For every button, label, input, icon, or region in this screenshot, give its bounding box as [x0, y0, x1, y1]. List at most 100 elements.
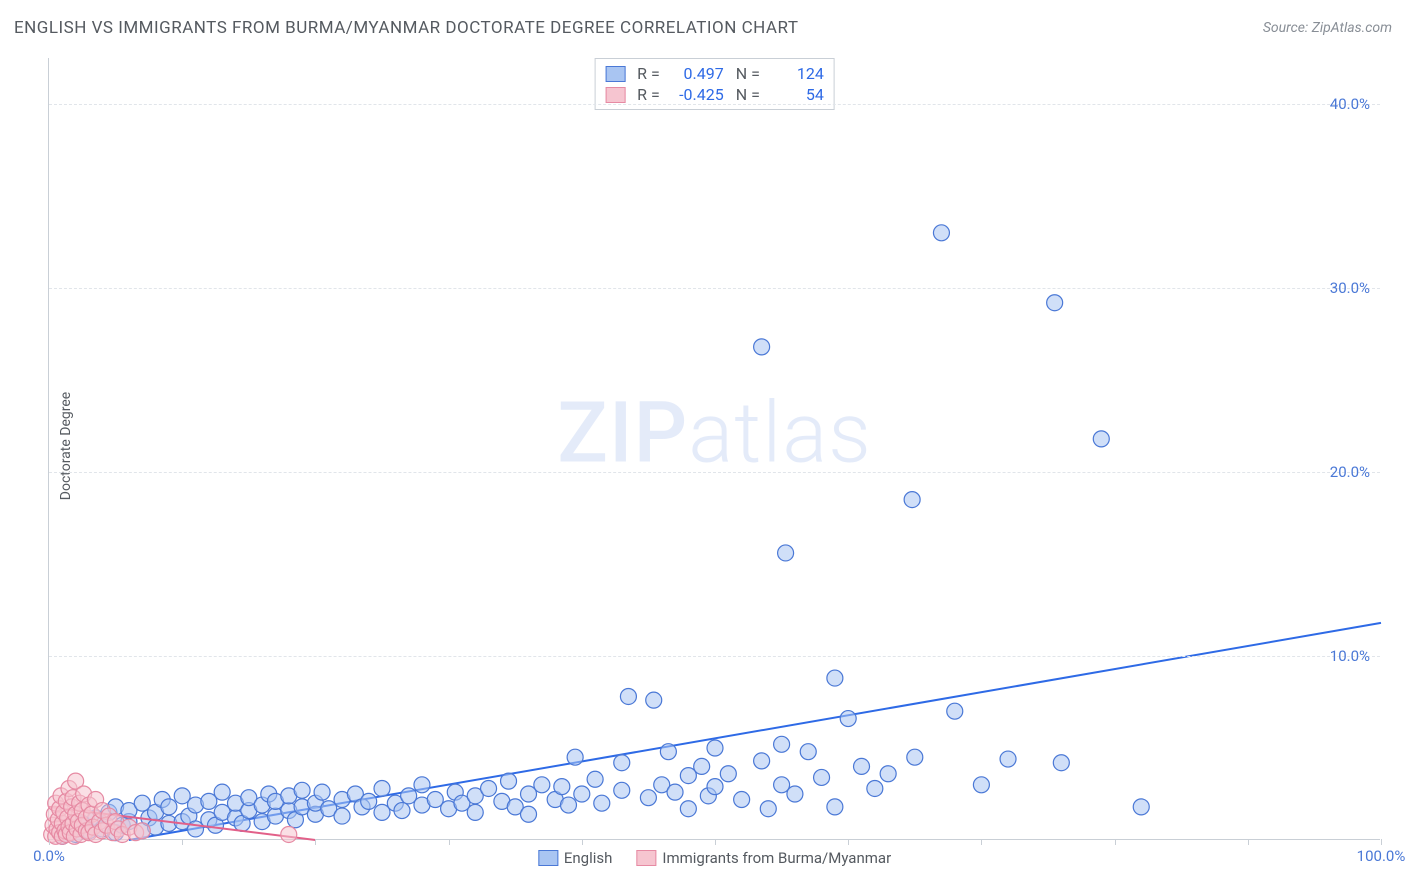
legend-swatch — [605, 66, 625, 82]
data-point — [314, 784, 330, 800]
gridline — [49, 288, 1380, 289]
x-tick — [449, 839, 450, 845]
stats-row: R = -0.425 N = 54 — [605, 84, 824, 105]
data-point — [680, 801, 696, 817]
r-value: 0.497 — [668, 64, 724, 83]
data-point — [1047, 295, 1063, 311]
r-value: -0.425 — [668, 85, 724, 104]
data-point — [614, 782, 630, 798]
data-point — [587, 771, 603, 787]
r-label: R = — [637, 64, 660, 83]
data-point — [667, 784, 683, 800]
n-value: 124 — [768, 64, 824, 83]
plot-area: ZIPatlas R =0.497N =124R =-0.425N =54 En… — [48, 58, 1380, 840]
data-point — [660, 744, 676, 760]
data-point — [947, 703, 963, 719]
y-tick-label: 30.0% — [1330, 279, 1370, 297]
legend-swatch — [538, 850, 558, 866]
legend-label: English — [564, 849, 613, 867]
n-label: N = — [736, 64, 760, 83]
legend-swatch — [605, 87, 625, 103]
legend-item: English — [538, 849, 613, 867]
data-point — [574, 786, 590, 802]
data-point — [554, 779, 570, 795]
data-point — [414, 777, 430, 793]
data-point — [334, 808, 350, 824]
y-tick-label: 40.0% — [1330, 95, 1370, 113]
gridline — [49, 104, 1380, 105]
data-point — [827, 670, 843, 686]
data-point — [294, 782, 310, 798]
data-point — [134, 823, 150, 839]
n-value: 54 — [768, 85, 824, 104]
bottom-legend: English Immigrants from Burma/Myanmar — [538, 849, 891, 867]
data-point — [787, 786, 803, 802]
x-tick — [1115, 839, 1116, 845]
gridline — [49, 472, 1380, 473]
data-point — [907, 749, 923, 765]
data-point — [1133, 799, 1149, 815]
data-point — [614, 755, 630, 771]
stats-row: R = 0.497 N = 124 — [605, 63, 824, 84]
data-point — [854, 758, 870, 774]
data-point — [814, 769, 830, 785]
data-point — [361, 793, 377, 809]
data-point — [880, 766, 896, 782]
x-tick — [49, 839, 50, 845]
header-bar: ENGLISH VS IMMIGRANTS FROM BURMA/MYANMAR… — [14, 18, 1392, 38]
data-point — [646, 692, 662, 708]
source-label: Source: ZipAtlas.com — [1263, 20, 1392, 36]
x-tick — [715, 839, 716, 845]
x-tick — [1381, 839, 1382, 845]
data-point — [707, 779, 723, 795]
data-point — [467, 804, 483, 820]
data-point — [567, 749, 583, 765]
x-tick — [981, 839, 982, 845]
data-point — [1053, 755, 1069, 771]
legend-swatch — [636, 850, 656, 866]
data-point — [734, 792, 750, 808]
data-point — [620, 688, 636, 704]
data-point — [904, 492, 920, 508]
data-point — [840, 711, 856, 727]
data-point — [394, 803, 410, 819]
data-point — [374, 780, 390, 796]
stats-legend: R = 0.497 N = 124 R = -0.425 N = 54 — [594, 58, 835, 110]
x-tick-label: 0.0% — [33, 847, 65, 865]
y-tick-label: 10.0% — [1330, 647, 1370, 665]
r-label: R = — [637, 85, 660, 104]
data-point — [560, 797, 576, 813]
data-point — [973, 777, 989, 793]
n-label: N = — [736, 85, 760, 104]
data-point — [481, 780, 497, 796]
data-point — [774, 736, 790, 752]
data-point — [933, 225, 949, 241]
data-point — [760, 801, 776, 817]
data-point — [281, 826, 297, 842]
data-point — [214, 784, 230, 800]
data-point — [800, 744, 816, 760]
data-point — [1093, 431, 1109, 447]
data-point — [778, 545, 794, 561]
data-point — [1000, 751, 1016, 767]
x-tick-label: 100.0% — [1357, 847, 1406, 865]
data-point — [534, 777, 550, 793]
x-tick — [182, 839, 183, 845]
y-tick-label: 20.0% — [1330, 463, 1370, 481]
data-point — [594, 795, 610, 811]
legend-item: Immigrants from Burma/Myanmar — [636, 849, 891, 867]
legend-label: Immigrants from Burma/Myanmar — [662, 849, 891, 867]
chart-title: ENGLISH VS IMMIGRANTS FROM BURMA/MYANMAR… — [14, 18, 798, 38]
data-point — [707, 740, 723, 756]
data-point — [867, 780, 883, 796]
data-point — [720, 766, 736, 782]
data-point — [521, 806, 537, 822]
data-point — [161, 799, 177, 815]
data-point — [754, 753, 770, 769]
data-point — [827, 799, 843, 815]
data-point — [501, 773, 517, 789]
gridline — [49, 656, 1380, 657]
chart-svg — [49, 58, 1380, 839]
x-tick — [848, 839, 849, 845]
data-point — [754, 339, 770, 355]
